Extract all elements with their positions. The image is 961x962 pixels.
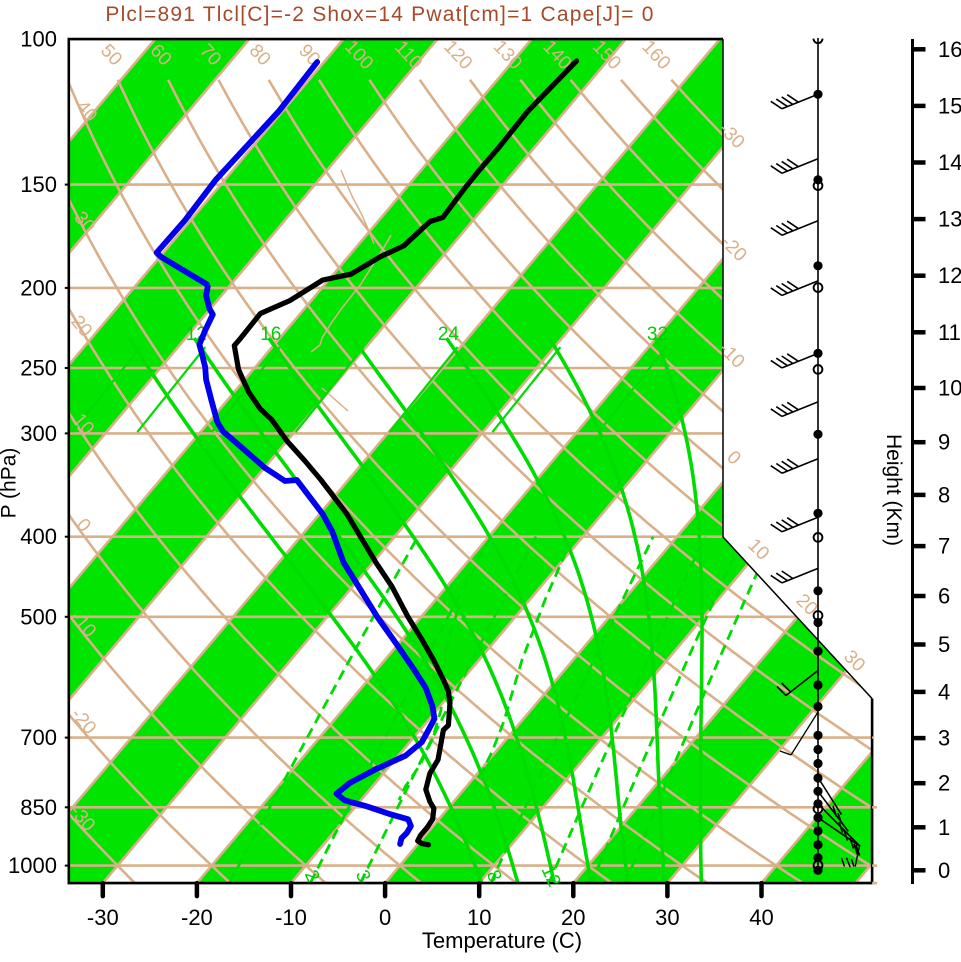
svg-text:850: 850 xyxy=(20,795,57,820)
svg-text:40: 40 xyxy=(749,905,773,930)
svg-text:Plcl=891 Tlcl[C]=-2 Shox=14 Pw: Plcl=891 Tlcl[C]=-2 Shox=14 Pwat[cm]=1 C… xyxy=(105,3,654,26)
svg-text:13: 13 xyxy=(938,207,961,232)
svg-text:32: 32 xyxy=(647,324,668,345)
svg-text:10: 10 xyxy=(938,376,961,401)
svg-text:150: 150 xyxy=(20,172,57,197)
svg-text:16: 16 xyxy=(260,324,281,345)
svg-text:400: 400 xyxy=(20,524,57,549)
svg-text:1000: 1000 xyxy=(8,853,57,878)
svg-text:8: 8 xyxy=(938,482,950,507)
svg-text:0: 0 xyxy=(938,858,950,883)
svg-text:7: 7 xyxy=(938,534,950,559)
svg-text:Height (Km): Height (Km) xyxy=(882,434,905,546)
svg-text:700: 700 xyxy=(20,725,57,750)
svg-text:9: 9 xyxy=(938,430,950,455)
svg-text:1: 1 xyxy=(938,815,950,840)
svg-text:2: 2 xyxy=(938,771,950,796)
svg-text:250: 250 xyxy=(20,356,57,381)
svg-text:200: 200 xyxy=(20,275,57,300)
svg-text:P (hPa): P (hPa) xyxy=(0,448,21,519)
svg-text:3: 3 xyxy=(938,726,950,751)
svg-text:5: 5 xyxy=(938,632,950,657)
svg-text:10: 10 xyxy=(467,905,491,930)
svg-text:16: 16 xyxy=(938,37,961,62)
svg-text:12: 12 xyxy=(938,263,961,288)
svg-text:-10: -10 xyxy=(275,905,307,930)
svg-text:24: 24 xyxy=(438,324,460,345)
svg-text:4: 4 xyxy=(938,679,950,704)
svg-text:500: 500 xyxy=(20,604,57,629)
svg-text:14: 14 xyxy=(938,150,961,175)
svg-text:0: 0 xyxy=(379,905,391,930)
svg-text:15: 15 xyxy=(938,93,961,118)
svg-text:100: 100 xyxy=(20,27,57,52)
svg-text:30: 30 xyxy=(655,905,679,930)
svg-text:300: 300 xyxy=(20,421,57,446)
svg-text:6: 6 xyxy=(938,584,950,609)
svg-text:-30: -30 xyxy=(87,905,119,930)
svg-text:-20: -20 xyxy=(181,905,213,930)
svg-text:20: 20 xyxy=(561,905,585,930)
svg-text:Temperature (C): Temperature (C) xyxy=(422,928,582,953)
svg-text:11: 11 xyxy=(938,320,961,345)
